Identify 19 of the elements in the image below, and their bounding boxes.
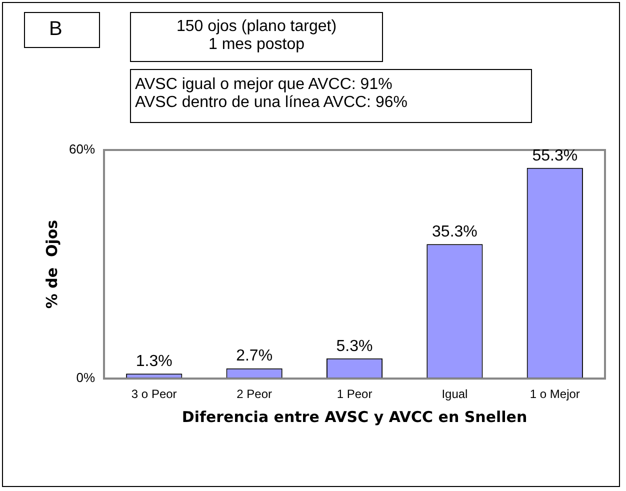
chart-title: 150 ojos (plano target): [175, 18, 338, 36]
data-label: 2.7%: [236, 348, 273, 365]
x-tick-label: 3 o Peor: [131, 387, 177, 402]
y-tick-label: 60%: [68, 142, 96, 157]
text: AVSC dentro de una línea AVCC: 96%: [135, 94, 408, 112]
data-label: 5.3%: [336, 338, 373, 355]
x-tick-label: Igual: [442, 387, 468, 402]
y-tick-label: 0%: [76, 370, 96, 386]
chart-subtitle: 1 mes postop: [207, 36, 306, 54]
data-label: 1.3%: [136, 353, 172, 370]
x-tick-label: 1 Peor: [336, 387, 372, 402]
x-tick-label: 2 Peor: [236, 387, 272, 402]
data-label: 55.3%: [532, 147, 578, 164]
y-axis-title: % de Ojos: [42, 220, 61, 309]
x-tick-label: 1 o Mejor: [530, 387, 580, 402]
data-label: 35.3%: [432, 224, 478, 241]
x-axis-title: Diferencia entre AVSC y AVCC en Snellen: [182, 408, 528, 426]
text: B: [24, 12, 100, 48]
text: AVSC igual o mejor que AVCC: 91%: [135, 76, 394, 94]
